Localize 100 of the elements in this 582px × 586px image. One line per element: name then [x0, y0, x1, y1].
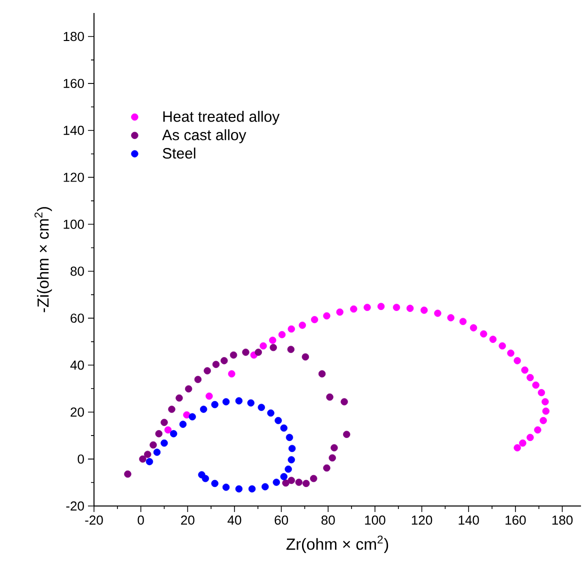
point	[211, 400, 218, 408]
point	[288, 325, 295, 333]
point	[514, 357, 521, 364]
y-tick-label: 120	[64, 172, 84, 182]
point	[150, 441, 157, 449]
x-tick-label: 160	[506, 516, 526, 525]
point	[364, 304, 371, 311]
y-tick-label: 140	[64, 126, 84, 135]
y-tick-label: 60	[70, 314, 84, 323]
x-axis-title: Zr(ohm × cm$^{2}$)	[286, 536, 388, 553]
point	[160, 439, 168, 447]
point	[269, 336, 276, 344]
point	[434, 310, 442, 317]
point	[330, 444, 338, 452]
point	[235, 485, 243, 492]
point	[247, 399, 254, 407]
point	[284, 466, 292, 473]
point	[168, 406, 176, 413]
point	[323, 464, 330, 472]
point	[198, 471, 206, 478]
point	[288, 476, 295, 484]
point	[498, 342, 506, 350]
y-tick-label: -20	[66, 501, 84, 511]
point	[206, 392, 213, 400]
y-tick-label: 80	[70, 266, 84, 276]
point	[447, 314, 454, 322]
y-tick-label: 40	[70, 360, 84, 370]
point	[538, 389, 546, 396]
point	[377, 302, 385, 310]
point	[542, 398, 549, 406]
x-tick-label: 180	[552, 516, 573, 525]
point	[272, 478, 280, 486]
point	[328, 454, 336, 462]
x-tick-label: 40	[228, 516, 242, 525]
x-tick-label: 80	[321, 516, 335, 525]
point	[282, 479, 290, 487]
point	[146, 458, 154, 466]
point	[220, 357, 228, 364]
point	[507, 350, 514, 357]
point	[526, 374, 534, 382]
x-tick-label: -20	[85, 516, 103, 525]
point	[489, 336, 497, 343]
point	[526, 434, 534, 442]
point	[124, 470, 132, 478]
y-axis-title: -Zi(ohm × cm$^{2}$)	[34, 207, 52, 312]
point	[521, 366, 528, 374]
point	[222, 484, 230, 491]
point	[235, 397, 243, 404]
point	[160, 418, 168, 426]
point	[170, 430, 178, 438]
legend-label: Steel	[162, 148, 196, 159]
point	[270, 344, 277, 352]
point	[211, 480, 218, 488]
point	[267, 409, 274, 417]
point	[242, 348, 250, 356]
point	[340, 398, 348, 406]
point	[392, 304, 400, 311]
point	[258, 404, 266, 411]
point	[212, 360, 220, 368]
y-tick-label: 100	[64, 220, 84, 229]
point	[222, 398, 230, 406]
point	[260, 342, 267, 350]
x-tick-label: 100	[365, 516, 386, 525]
point	[323, 312, 330, 320]
point	[519, 439, 526, 447]
point	[288, 456, 295, 464]
point	[139, 455, 146, 463]
point	[459, 318, 467, 326]
y-tick-label: 0	[78, 454, 84, 464]
point	[286, 434, 294, 442]
point	[420, 306, 428, 314]
point	[287, 346, 295, 354]
point	[230, 351, 238, 359]
x-tick-label: 60	[274, 516, 288, 525]
point	[540, 416, 547, 424]
point	[176, 394, 183, 402]
point	[194, 376, 202, 384]
point	[406, 304, 414, 312]
point	[274, 416, 282, 424]
point	[254, 348, 262, 356]
point	[183, 411, 190, 419]
point	[310, 316, 318, 324]
point	[204, 367, 211, 374]
point	[310, 474, 318, 482]
point	[295, 478, 302, 486]
point	[534, 426, 542, 434]
point	[343, 430, 350, 438]
x-tick-label: 20	[181, 516, 194, 525]
x-tick-label: 140	[458, 516, 479, 525]
point	[144, 450, 152, 458]
point	[288, 444, 296, 452]
point	[514, 444, 521, 452]
point	[248, 485, 256, 492]
legend-label: As cast alloy	[162, 129, 246, 144]
point	[188, 413, 196, 420]
point	[298, 322, 306, 329]
point	[318, 370, 326, 378]
point	[470, 324, 478, 332]
y-tick-label: 180	[64, 32, 84, 42]
point	[302, 353, 310, 361]
